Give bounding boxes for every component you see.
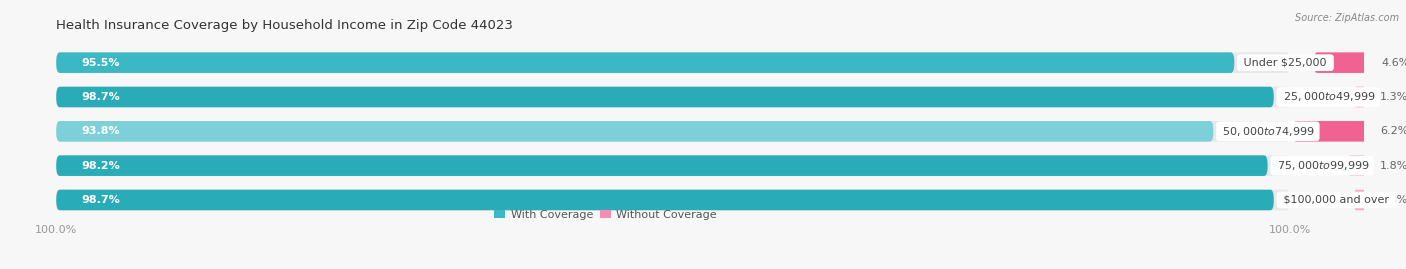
Text: 1.8%: 1.8% [1379, 161, 1406, 171]
Text: Health Insurance Coverage by Household Income in Zip Code 44023: Health Insurance Coverage by Household I… [56, 19, 513, 32]
FancyBboxPatch shape [56, 52, 1234, 73]
FancyBboxPatch shape [56, 87, 1274, 107]
FancyBboxPatch shape [1348, 155, 1369, 176]
Text: 98.2%: 98.2% [82, 161, 120, 171]
Text: 6.2%: 6.2% [1379, 126, 1406, 136]
Text: 95.5%: 95.5% [82, 58, 120, 68]
Text: $50,000 to $74,999: $50,000 to $74,999 [1219, 125, 1316, 138]
Text: Under $25,000: Under $25,000 [1240, 58, 1330, 68]
FancyBboxPatch shape [1354, 190, 1369, 210]
FancyBboxPatch shape [56, 190, 1274, 210]
FancyBboxPatch shape [56, 87, 1289, 107]
Legend: With Coverage, Without Coverage: With Coverage, Without Coverage [489, 205, 721, 224]
Text: $100,000 and over: $100,000 and over [1279, 195, 1392, 205]
FancyBboxPatch shape [56, 121, 1213, 141]
Text: 93.8%: 93.8% [82, 126, 120, 136]
FancyBboxPatch shape [1294, 121, 1369, 141]
Text: 1.3%: 1.3% [1379, 195, 1406, 205]
Text: 98.7%: 98.7% [82, 92, 120, 102]
FancyBboxPatch shape [56, 155, 1268, 176]
Text: $75,000 to $99,999: $75,000 to $99,999 [1274, 159, 1371, 172]
Text: 1.3%: 1.3% [1379, 92, 1406, 102]
Text: 4.6%: 4.6% [1381, 58, 1406, 68]
FancyBboxPatch shape [56, 155, 1289, 176]
Text: 98.7%: 98.7% [82, 195, 120, 205]
FancyBboxPatch shape [56, 190, 1289, 210]
FancyBboxPatch shape [1354, 87, 1369, 107]
FancyBboxPatch shape [56, 121, 1289, 141]
FancyBboxPatch shape [56, 52, 1289, 73]
Text: Source: ZipAtlas.com: Source: ZipAtlas.com [1295, 13, 1399, 23]
Text: $25,000 to $49,999: $25,000 to $49,999 [1279, 90, 1376, 104]
FancyBboxPatch shape [1315, 52, 1371, 73]
